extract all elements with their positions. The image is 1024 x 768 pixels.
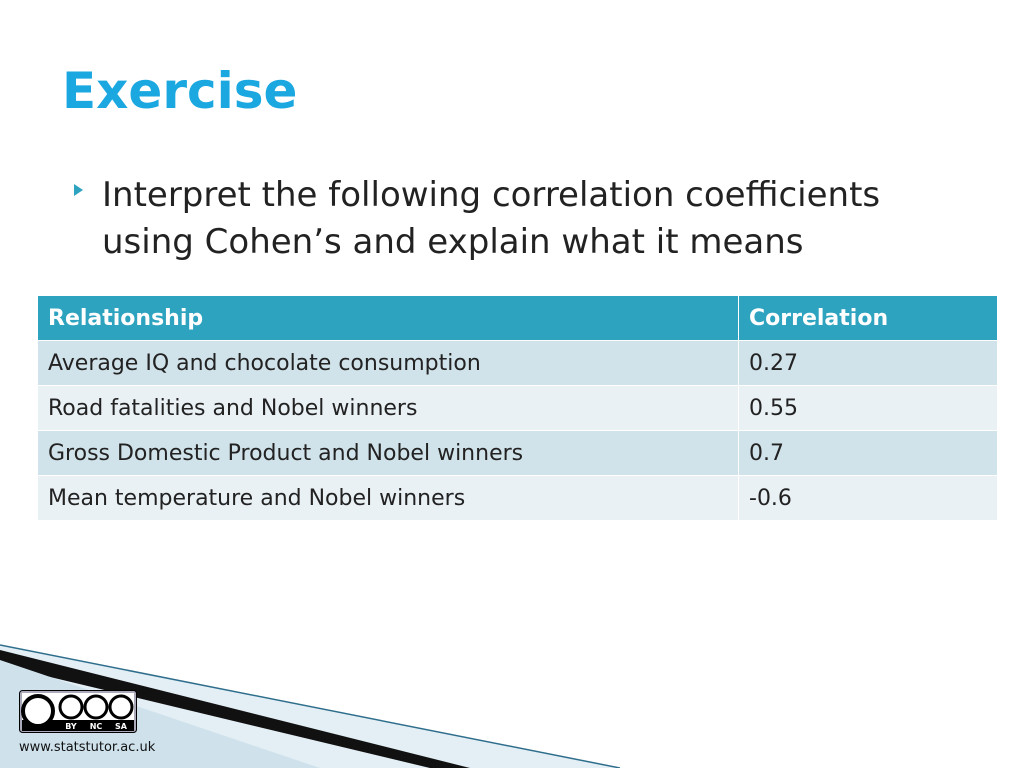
slide-title: Exercise: [62, 62, 298, 120]
stripe-dark: [0, 650, 470, 768]
table-cell: Gross Domestic Product and Nobel winners: [37, 430, 739, 476]
license-label: BY: [65, 722, 77, 731]
table-cell: Road fatalities and Nobel winners: [37, 385, 739, 431]
footer-url: www.statstutor.ac.uk: [19, 740, 156, 755]
by-icon: [58, 694, 84, 720]
bullet-marker: [74, 184, 83, 196]
table-cell: Mean temperature and Nobel winners: [37, 475, 739, 521]
decoration: [0, 644, 620, 768]
header-cell: Relationship: [37, 295, 739, 341]
table-header: Relationship Correlation: [37, 295, 998, 341]
sa-icon: [108, 694, 134, 720]
table-cell: 0.27: [738, 340, 998, 386]
license-labels: BY NC SA: [65, 722, 128, 731]
table-cell: -0.6: [738, 475, 998, 521]
license-label: NC: [90, 722, 103, 731]
header-cell: Correlation: [738, 295, 998, 341]
stripe-edge: [0, 644, 620, 768]
license-badge: BY NC SA: [19, 690, 137, 733]
table-row: Road fatalities and Nobel winners 0.55: [37, 385, 998, 431]
bullet-line: Interpret the following correlation coef…: [102, 175, 881, 215]
table-cell: 0.55: [738, 385, 998, 431]
table-row: Gross Domestic Product and Nobel winners…: [37, 430, 998, 476]
bullet: Interpret the following correlation coef…: [74, 172, 880, 266]
table-cell: Average IQ and chocolate consumption: [37, 340, 739, 386]
table-row: Average IQ and chocolate consumption 0.27: [37, 340, 998, 386]
license-label: SA: [115, 722, 128, 731]
stripe-blue: [0, 660, 320, 768]
correlation-table: Relationship Correlation Average IQ and c…: [37, 295, 998, 521]
nc-icon: [83, 694, 109, 720]
badge-strip: [22, 720, 134, 731]
cc-icon: [21, 694, 55, 728]
table-body: Average IQ and chocolate consumption 0.27…: [37, 340, 998, 521]
table-row: Mean temperature and Nobel winners -0.6: [37, 475, 998, 521]
bullet-line: using Cohen’s and explain what it means: [102, 222, 804, 262]
table-cell: 0.7: [738, 430, 998, 476]
